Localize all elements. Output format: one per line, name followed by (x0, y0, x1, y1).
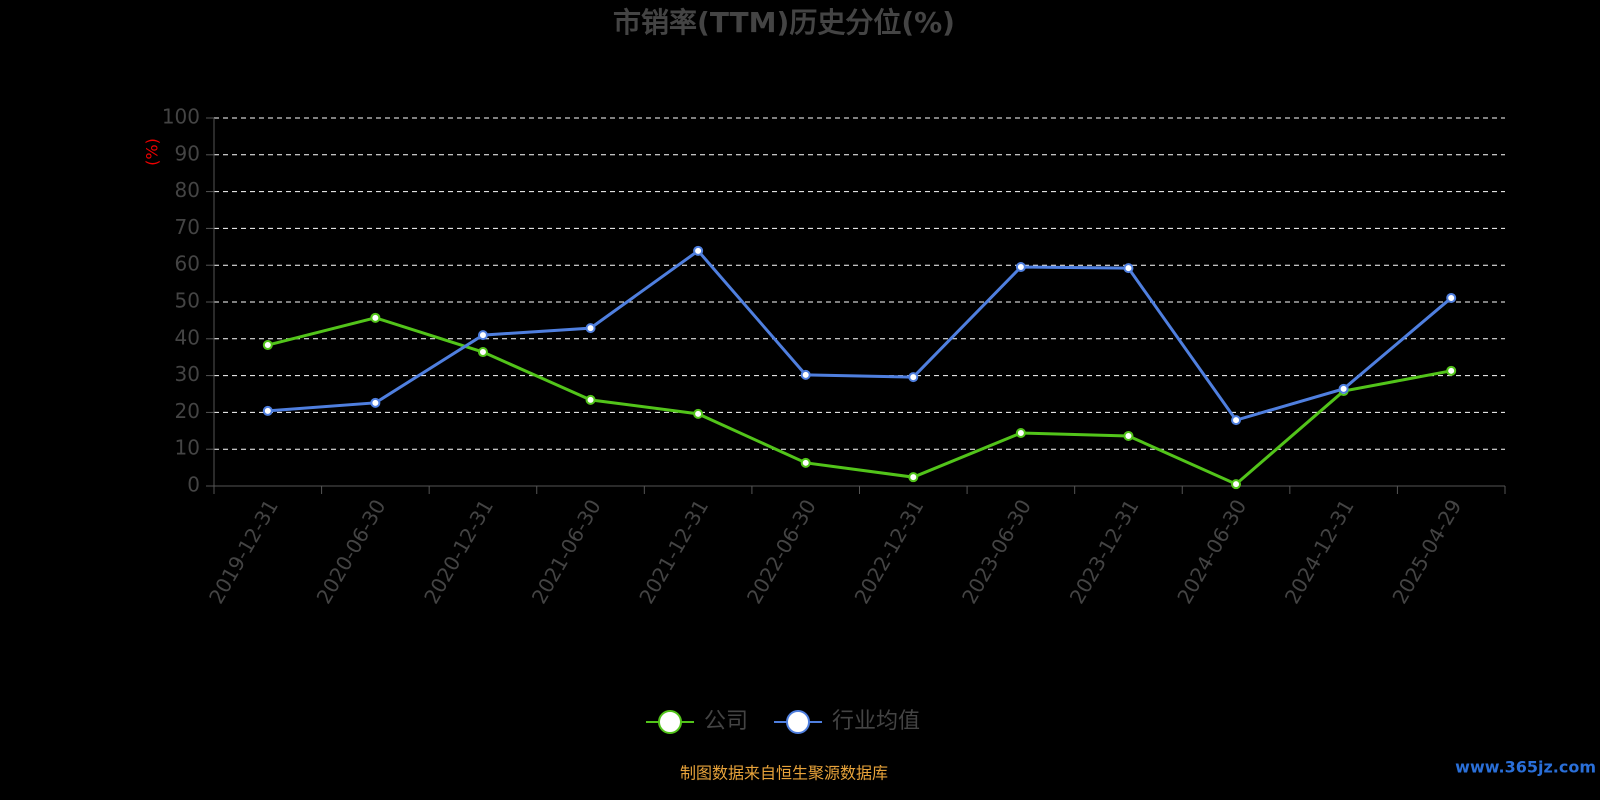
y-tick-label: 0 (187, 473, 200, 497)
y-tick-label: 80 (175, 178, 200, 202)
data-point (800, 457, 811, 468)
series-line (267, 248, 1453, 422)
data-point (693, 408, 704, 419)
data-point (262, 405, 273, 416)
legend-item: 公司 (646, 709, 748, 734)
watermark: www.365jz.com (1455, 758, 1596, 777)
data-point (1015, 262, 1026, 273)
chart-title: 市销率(TTM)历史分位(%) (613, 6, 955, 39)
legend-marker (786, 710, 811, 734)
y-tick-label: 20 (175, 399, 200, 423)
y-tick-label: 90 (175, 141, 200, 165)
y-tick-label: 40 (175, 325, 200, 349)
data-point (262, 340, 273, 351)
data-point (1446, 365, 1457, 376)
legend-item: 行业均值 (774, 709, 920, 734)
data-point (693, 245, 704, 256)
data-point (1231, 479, 1242, 490)
y-tick-label: 60 (175, 252, 200, 276)
data-point (1231, 415, 1242, 426)
y-tick-label: 50 (175, 289, 200, 313)
data-point (1338, 383, 1349, 394)
data-point (908, 472, 919, 483)
data-point (585, 394, 596, 405)
y-tick-label: 30 (175, 362, 200, 386)
legend-label: 行业均值 (832, 709, 920, 734)
data-point (1446, 292, 1457, 303)
data-point (477, 347, 488, 358)
y-tick-label: 100 (162, 105, 200, 129)
data-point (908, 372, 919, 383)
data-point (1123, 430, 1134, 441)
data-point (800, 369, 811, 380)
data-point (370, 397, 381, 408)
data-point (477, 330, 488, 341)
y-axis-label: (%) (143, 138, 162, 166)
legend-label: 公司 (704, 709, 748, 734)
y-tick-label: 10 (175, 436, 200, 460)
source-note: 制图数据来自恒生聚源数据库 (680, 764, 888, 783)
y-tick-label: 70 (175, 215, 200, 239)
legend-marker (658, 710, 682, 734)
data-point (1123, 263, 1134, 274)
data-point (1015, 428, 1026, 439)
data-point (585, 323, 596, 334)
data-point (370, 312, 381, 323)
